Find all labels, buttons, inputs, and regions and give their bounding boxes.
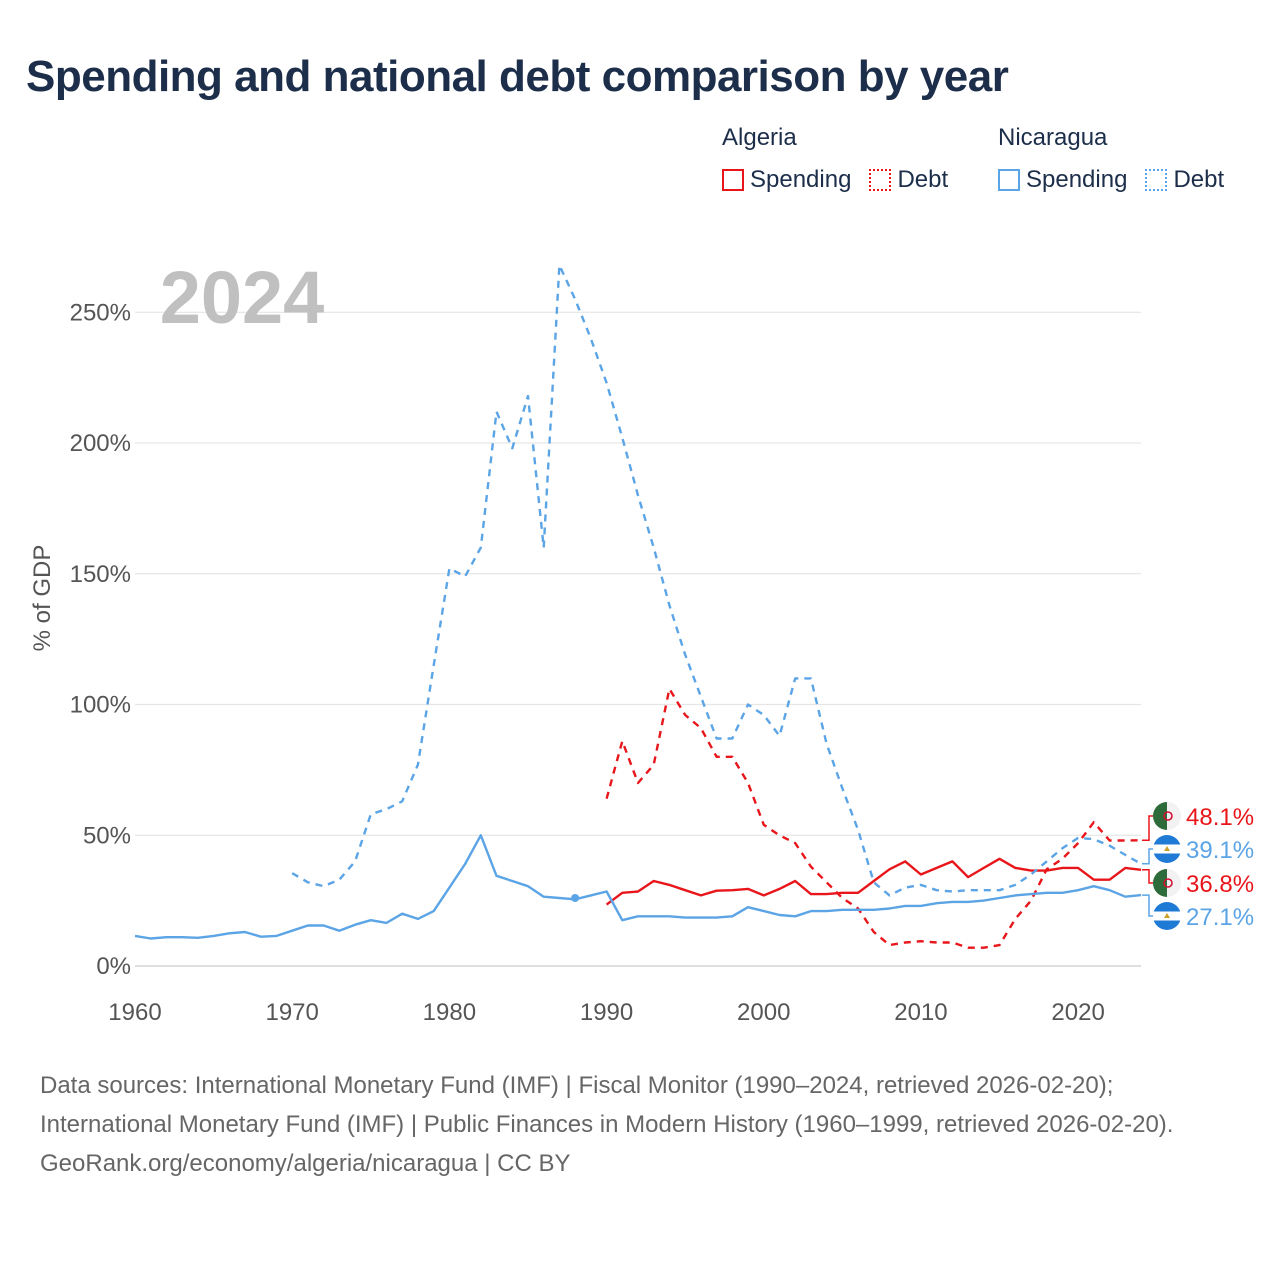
series-line-nicaragua-debt[interactable] <box>291 264 1142 897</box>
legend-group-nicaragua: Nicaragua Spending Debt <box>998 124 1224 193</box>
y-tick-label: 200% <box>70 430 131 457</box>
gridlines <box>135 311 1141 967</box>
y-axis-label: % of GDP <box>29 545 56 652</box>
legend-swatch-solid-icon <box>722 169 744 191</box>
end-label-value: 48.1% <box>1186 804 1254 831</box>
algeria-flag-icon <box>1153 802 1181 830</box>
legend: Algeria Spending Debt Nicaragua Spending… <box>722 124 1262 204</box>
end-label-connector <box>1142 848 1155 865</box>
end-label-value: 36.8% <box>1186 871 1254 898</box>
nicaragua-flag-icon <box>1153 835 1181 863</box>
x-tick-label: 2020 <box>1051 999 1104 1026</box>
legend-label: Spending <box>1026 166 1128 193</box>
y-tick-label: 150% <box>70 561 131 588</box>
y-tick-label: 100% <box>70 692 131 719</box>
legend-item-algeria-spending[interactable]: Spending <box>722 166 851 194</box>
credit-line[interactable]: GeoRank.org/economy/algeria/nicaragua | … <box>40 1150 571 1177</box>
algeria-flag-icon <box>1153 869 1181 897</box>
series-line-algeria-debt[interactable] <box>605 687 1142 949</box>
end-label-value: 27.1% <box>1186 904 1254 931</box>
legend-row-algeria: Spending Debt <box>722 166 966 194</box>
legend-item-nicaragua-debt[interactable]: Debt <box>1145 166 1224 194</box>
legend-label: Debt <box>1173 166 1225 193</box>
x-tick-label: 1960 <box>108 999 161 1026</box>
x-axis-ticks: 1960 1970 1980 1990 2000 2010 2020 <box>108 999 1105 1026</box>
legend-country-nicaragua: Nicaragua <box>998 124 1108 151</box>
legend-swatch-solid-icon <box>998 169 1020 191</box>
legend-label: Debt <box>897 166 949 193</box>
x-tick-label: 2000 <box>737 999 790 1026</box>
end-label-connector <box>1142 869 1155 884</box>
legend-swatch-dotted-icon <box>1145 169 1168 191</box>
legend-group-algeria: Algeria Spending Debt <box>722 124 948 193</box>
legend-row-nicaragua: Spending Debt <box>998 166 1242 194</box>
x-tick-label: 1980 <box>423 999 476 1026</box>
legend-item-nicaragua-spending[interactable]: Spending <box>998 166 1127 194</box>
series-layer <box>134 264 1142 949</box>
legend-label: Spending <box>750 166 852 193</box>
y-tick-label: 0% <box>96 953 131 980</box>
end-label-connector <box>1142 894 1155 917</box>
year-watermark: 2024 <box>160 256 325 339</box>
end-label-value: 39.1% <box>1186 837 1254 864</box>
x-tick-label: 2010 <box>894 999 947 1026</box>
series-line-algeria-spending[interactable] <box>605 857 1142 906</box>
series-point-marker[interactable] <box>571 894 580 903</box>
nicaragua-flag-icon <box>1153 902 1181 930</box>
x-tick-label: 1990 <box>580 999 633 1026</box>
legend-swatch-dotted-icon <box>869 169 892 191</box>
legend-country-algeria: Algeria <box>722 124 797 151</box>
chart-title: Spending and national debt comparison by… <box>26 52 1009 101</box>
y-tick-label: 250% <box>70 299 131 326</box>
line-chart: 2024 0%50%100%150%200%250% 1960 1970 1980 1… <box>29 256 1254 1026</box>
legend-item-algeria-debt[interactable]: Debt <box>869 166 948 194</box>
footer: Data sources: International Monetary Fun… <box>40 1066 1240 1183</box>
series-line-nicaragua-spending[interactable] <box>134 834 1142 940</box>
end-labels: 48.1% 39.1% 36.8% 27.1% <box>1142 802 1254 931</box>
y-axis-ticks: 0% 50% 100% 150% 200% 250% <box>70 299 131 980</box>
end-label-connector <box>1142 815 1155 841</box>
data-sources: Data sources: International Monetary Fun… <box>40 1072 1174 1138</box>
x-tick-label: 1970 <box>265 999 318 1026</box>
y-tick-label: 50% <box>83 822 131 849</box>
